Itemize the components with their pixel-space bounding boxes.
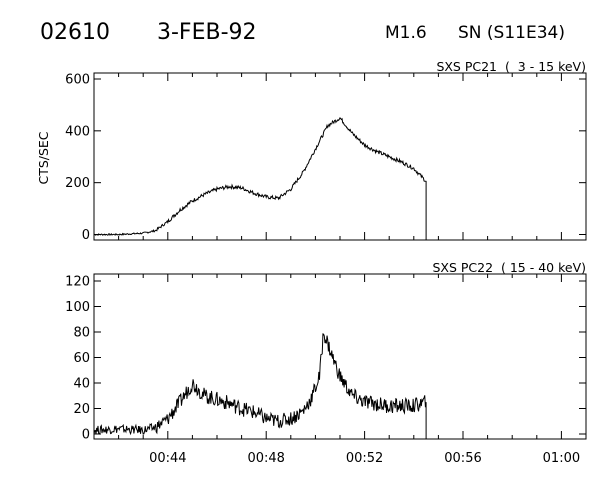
event-date: 3-FEB-92 [157,20,257,45]
flare-location: SN (S11E34) [458,23,565,43]
panel-pc22-title: SXS PC22 ( 15 - 40 keV) [432,260,586,275]
y-tick-label: 0 [82,428,90,443]
plot-frame [93,72,587,241]
y-tick-label: 600 [65,73,90,88]
y-tick-label: 100 [65,300,90,315]
y-tick-label: 0 [82,228,90,243]
panel-pc21-title: SXS PC21 ( 3 - 15 keV) [436,59,586,74]
y-tick-label: 80 [73,326,90,341]
series-line [93,333,427,439]
y-tick-label: 40 [73,377,90,392]
y-axis-label: CTS/SEC [36,131,51,184]
y-tick-label: 120 [65,275,90,290]
x-tick-label: 01:00 [543,451,580,466]
series-line [93,117,427,240]
x-tick-label: 00:48 [247,451,284,466]
event-id: 02610 [40,20,110,45]
y-tick-label: 200 [65,176,90,191]
panel-pc21: SXS PC21 ( 3 - 15 keV) CTS/SEC 0 200 400 60… [36,59,587,243]
x-tick-label: 00:56 [444,451,481,466]
x-tick-label: 00:44 [149,451,186,466]
flare-class: M1.6 [385,23,427,43]
plot-frame [93,273,587,440]
y-tick-label: 60 [73,351,90,366]
y-tick-label: 400 [65,124,90,139]
y-tick-label: 20 [73,402,90,417]
panel-pc22: SXS PC22 ( 15 - 40 keV) 0 20 40 60 80 100 120 0… [65,260,587,466]
x-tick-label: 00:52 [346,451,383,466]
